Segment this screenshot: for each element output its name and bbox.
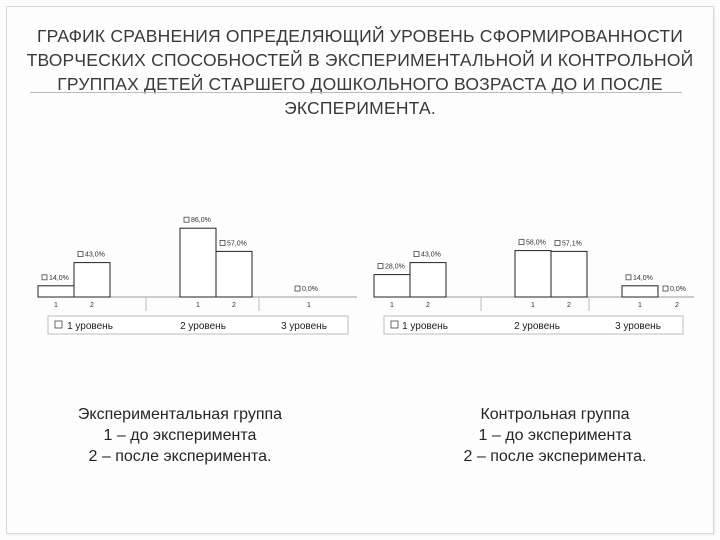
chart2-legend-box [383, 315, 684, 335]
chart1-label-marker [41, 274, 48, 281]
chart1-legend-marker [54, 320, 63, 329]
chart2-label-marker [413, 251, 420, 258]
chart1-bar [215, 250, 253, 298]
chart2-bar [514, 250, 552, 298]
chart1-bar [37, 285, 75, 298]
chart1-label-marker [77, 251, 84, 258]
chart2-data-label: 28,0% [385, 264, 405, 271]
chart2-tick-label: 2 [426, 302, 430, 309]
chart2-tick-label: 2 [675, 302, 679, 309]
chart1-data-label: 0,0% [302, 286, 318, 293]
title-divider [30, 92, 682, 93]
chart2-group-caption: 3 уровень [615, 321, 661, 332]
chart1-data-label: 57,0% [227, 240, 247, 247]
chart1-tick-label: 1 [307, 302, 311, 309]
chart1-label-marker [183, 216, 190, 223]
chart2-tick-label: 1 [638, 302, 642, 309]
chart2-label-marker [377, 263, 384, 270]
chart2-tick-label: 2 [567, 302, 571, 309]
chart2-tick-label: 1 [531, 302, 535, 309]
chart1-bar [179, 227, 217, 298]
page-title: ГРАФИК СРАВНЕНИЯ ОПРЕДЕЛЯЮЩИЙ УРОВЕНЬ СФ… [26, 26, 694, 118]
chart1-tick-label: 1 [196, 302, 200, 309]
chart2-legend-marker [390, 320, 399, 329]
chart1-tick-label: 2 [232, 302, 236, 309]
chart2-label-marker [518, 239, 525, 246]
chart2-data-label: 43,0% [421, 252, 441, 259]
chart1-label-marker [219, 239, 226, 246]
chart2-data-label: 14,0% [633, 275, 653, 282]
chart2-group-caption: 1 уровень [402, 321, 448, 332]
chart2-label-marker [554, 239, 561, 246]
chart2-data-label: 0,0% [670, 286, 686, 293]
chart1-legend-box [47, 315, 349, 335]
chart1-tick-label: 2 [90, 302, 94, 309]
chart1-group-caption: 2 уровень [180, 321, 226, 332]
chart2-data-label: 58,0% [526, 240, 546, 247]
chart2-group-caption: 2 уровень [514, 321, 560, 332]
chart1-data-label: 86,0% [191, 217, 211, 224]
chart2-label-marker [625, 274, 632, 281]
chart1-label-marker [294, 285, 301, 292]
chart1-tick-label: 1 [54, 302, 58, 309]
chart2-tick-label: 1 [390, 302, 394, 309]
chart1-group-caption: 1 уровень [67, 321, 113, 332]
chart2-bar [550, 250, 588, 298]
chart1-bar [73, 262, 111, 298]
chart2-label-marker [662, 285, 669, 292]
chart1-data-label: 43,0% [85, 252, 105, 259]
chart2-bar [621, 285, 659, 298]
chart1-group-caption: 3 уровень [281, 321, 327, 332]
chart2-bar [373, 274, 411, 298]
experimental-caption: Экспериментальная группа 1 – до эксперим… [77, 406, 283, 465]
control-caption: Контрольная группа 1 – до эксперимента 2… [463, 406, 647, 465]
chart2-bar [409, 262, 447, 298]
chart2-data-label: 57,1% [562, 240, 582, 247]
chart1-data-label: 14,0% [49, 275, 69, 282]
slide-frame [6, 6, 714, 534]
